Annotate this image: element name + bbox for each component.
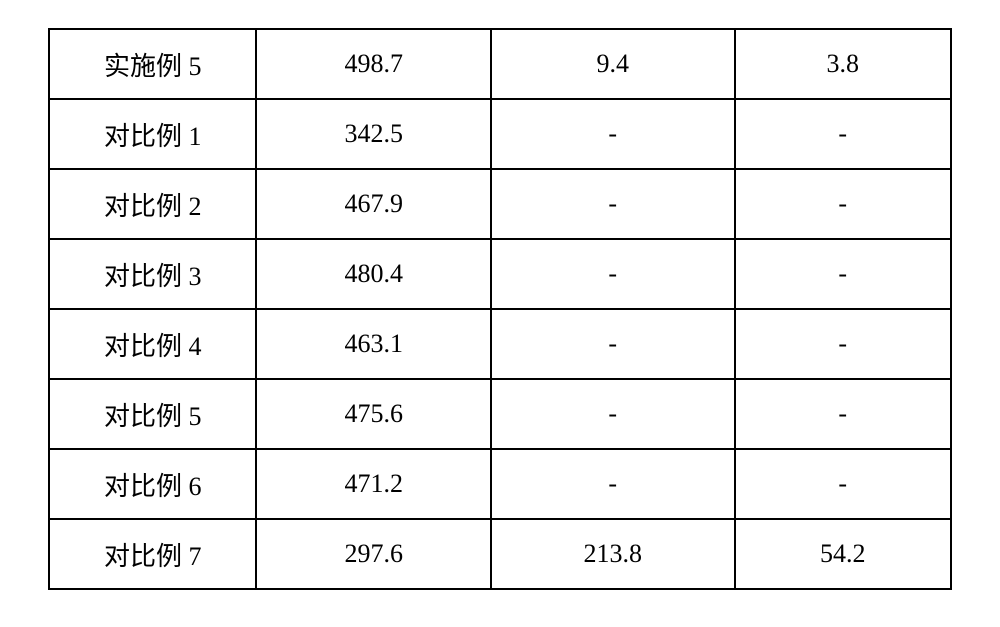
cell-label: 对比例 4 bbox=[49, 309, 256, 379]
cell-val3: 3.8 bbox=[735, 29, 952, 99]
cell-val2: - bbox=[491, 99, 735, 169]
cell-val2: - bbox=[491, 169, 735, 239]
cell-val1: 498.7 bbox=[256, 29, 491, 99]
cell-val2: - bbox=[491, 309, 735, 379]
page: 实施例 5 498.7 9.4 3.8 对比例 1 342.5 - - 对比例 … bbox=[0, 0, 1000, 627]
table-row: 对比例 2 467.9 - - bbox=[49, 169, 951, 239]
cell-label: 实施例 5 bbox=[49, 29, 256, 99]
cell-val2: - bbox=[491, 379, 735, 449]
cell-val3: 54.2 bbox=[735, 519, 952, 589]
table-row: 对比例 5 475.6 - - bbox=[49, 379, 951, 449]
cell-val1: 463.1 bbox=[256, 309, 491, 379]
cell-val2: 213.8 bbox=[491, 519, 735, 589]
cell-label: 对比例 2 bbox=[49, 169, 256, 239]
cell-val1: 475.6 bbox=[256, 379, 491, 449]
cell-val3: - bbox=[735, 449, 952, 519]
cell-val2: - bbox=[491, 449, 735, 519]
cell-val3: - bbox=[735, 99, 952, 169]
data-table: 实施例 5 498.7 9.4 3.8 对比例 1 342.5 - - 对比例 … bbox=[48, 28, 952, 590]
table-row: 对比例 3 480.4 - - bbox=[49, 239, 951, 309]
cell-label: 对比例 7 bbox=[49, 519, 256, 589]
cell-val1: 467.9 bbox=[256, 169, 491, 239]
cell-val3: - bbox=[735, 169, 952, 239]
table-row: 对比例 1 342.5 - - bbox=[49, 99, 951, 169]
cell-val2: 9.4 bbox=[491, 29, 735, 99]
cell-val1: 471.2 bbox=[256, 449, 491, 519]
table-row: 对比例 7 297.6 213.8 54.2 bbox=[49, 519, 951, 589]
cell-val1: 297.6 bbox=[256, 519, 491, 589]
cell-val3: - bbox=[735, 239, 952, 309]
cell-val1: 480.4 bbox=[256, 239, 491, 309]
cell-val3: - bbox=[735, 379, 952, 449]
cell-label: 对比例 5 bbox=[49, 379, 256, 449]
cell-label: 对比例 3 bbox=[49, 239, 256, 309]
cell-val1: 342.5 bbox=[256, 99, 491, 169]
table-row: 实施例 5 498.7 9.4 3.8 bbox=[49, 29, 951, 99]
cell-label: 对比例 6 bbox=[49, 449, 256, 519]
cell-val2: - bbox=[491, 239, 735, 309]
cell-label: 对比例 1 bbox=[49, 99, 256, 169]
cell-val3: - bbox=[735, 309, 952, 379]
table-row: 对比例 6 471.2 - - bbox=[49, 449, 951, 519]
table-row: 对比例 4 463.1 - - bbox=[49, 309, 951, 379]
